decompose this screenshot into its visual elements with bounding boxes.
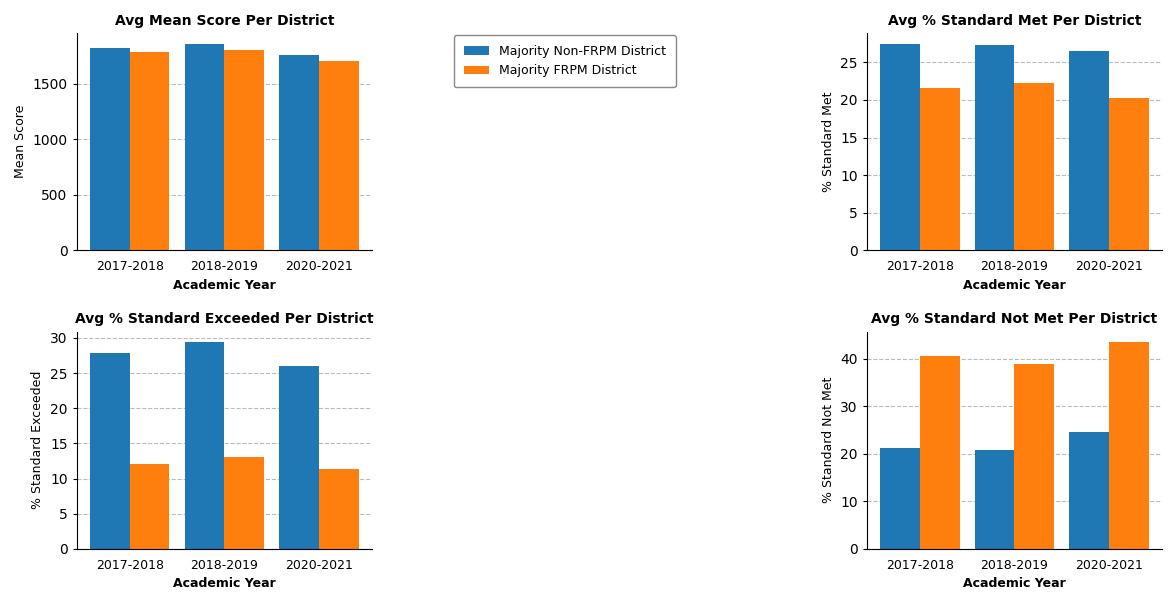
Bar <box>880 448 920 549</box>
Bar <box>91 48 129 250</box>
X-axis label: Academic Year: Academic Year <box>173 278 275 292</box>
X-axis label: Academic Year: Academic Year <box>963 577 1065 590</box>
Bar <box>1015 364 1054 549</box>
Bar <box>225 457 263 549</box>
Bar <box>1069 432 1109 549</box>
Bar <box>185 342 225 549</box>
Bar <box>91 353 129 549</box>
Y-axis label: % Standard Met: % Standard Met <box>822 92 835 192</box>
Bar <box>975 450 1015 549</box>
Bar <box>880 43 920 250</box>
Bar <box>319 62 359 250</box>
Bar <box>319 469 359 549</box>
Bar <box>920 356 960 549</box>
Bar <box>129 52 169 250</box>
Y-axis label: % Standard Not Met: % Standard Not Met <box>822 377 835 504</box>
Title: Avg Mean Score Per District: Avg Mean Score Per District <box>114 14 334 28</box>
Legend: Majority Non-FRPM District, Majority FRPM District: Majority Non-FRPM District, Majority FRP… <box>454 35 676 88</box>
Bar <box>279 366 319 549</box>
Title: Avg % Standard Not Met Per District: Avg % Standard Not Met Per District <box>871 312 1157 326</box>
Bar <box>975 45 1015 250</box>
Title: Avg % Standard Met Per District: Avg % Standard Met Per District <box>888 14 1141 28</box>
Bar <box>225 50 263 250</box>
Bar <box>1015 83 1054 250</box>
X-axis label: Academic Year: Academic Year <box>173 577 275 590</box>
Bar <box>279 55 319 250</box>
Bar <box>129 464 169 549</box>
Bar <box>1069 51 1109 250</box>
Y-axis label: % Standard Exceeded: % Standard Exceeded <box>32 371 45 510</box>
Y-axis label: Mean Score: Mean Score <box>14 105 27 178</box>
Bar <box>1109 98 1149 250</box>
Title: Avg % Standard Exceeded Per District: Avg % Standard Exceeded Per District <box>75 312 374 326</box>
X-axis label: Academic Year: Academic Year <box>963 278 1065 292</box>
Bar <box>185 43 225 250</box>
Bar <box>920 88 960 250</box>
Bar <box>1109 342 1149 549</box>
